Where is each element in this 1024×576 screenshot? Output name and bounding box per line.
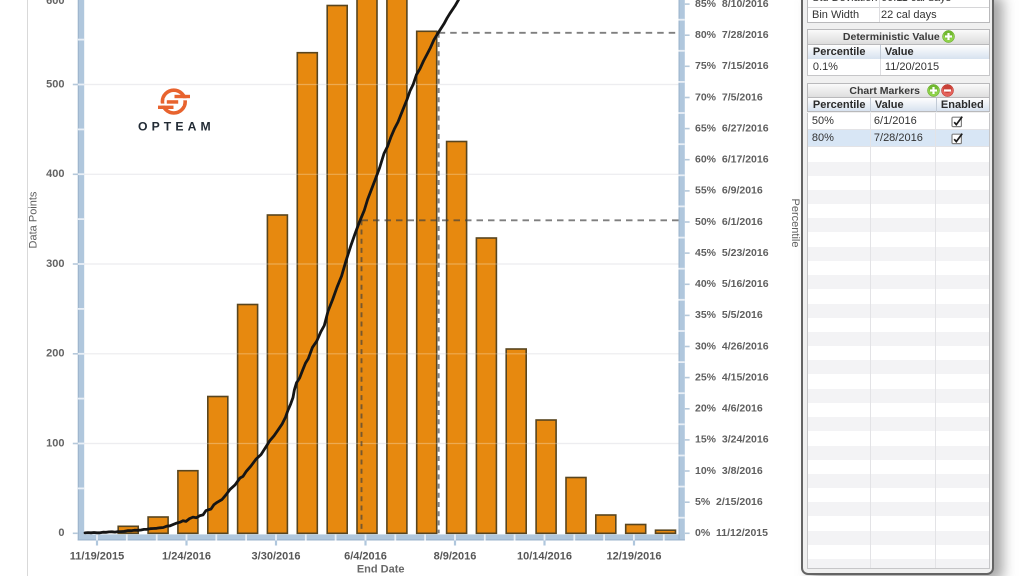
- svg-text:6/4/2016: 6/4/2016: [344, 551, 387, 563]
- svg-text:75% 7/15/2016: 75% 7/15/2016: [695, 60, 769, 72]
- svg-text:400: 400: [46, 168, 64, 180]
- svg-text:0: 0: [58, 527, 64, 539]
- svg-text:20% 4/6/2016: 20% 4/6/2016: [695, 403, 763, 415]
- svg-text:65% 6/27/2016: 65% 6/27/2016: [695, 122, 769, 134]
- svg-text:11/19/2015: 11/19/2015: [70, 551, 124, 563]
- svg-text:80% 7/28/2016: 80% 7/28/2016: [695, 29, 769, 41]
- svg-text:Data Points: Data Points: [28, 191, 40, 248]
- svg-text:OPTEAM: OPTEAM: [138, 120, 215, 134]
- svg-text:8/9/2016: 8/9/2016: [434, 551, 477, 563]
- svg-text:100: 100: [46, 437, 64, 449]
- svg-text:0% 11/12/2015: 0% 11/12/2015: [695, 527, 768, 539]
- svg-text:45% 5/23/2016: 45% 5/23/2016: [695, 247, 769, 259]
- svg-text:60% 6/17/2016: 60% 6/17/2016: [695, 153, 769, 165]
- svg-text:500: 500: [46, 78, 64, 90]
- svg-text:30% 4/26/2016: 30% 4/26/2016: [695, 340, 769, 352]
- svg-text:70% 7/5/2016: 70% 7/5/2016: [695, 91, 763, 103]
- svg-text:85% 8/10/2016: 85% 8/10/2016: [695, 0, 769, 10]
- svg-text:5% 2/15/2016: 5% 2/15/2016: [695, 496, 763, 508]
- svg-text:Percentile: Percentile: [789, 199, 801, 248]
- svg-text:25% 4/15/2016: 25% 4/15/2016: [695, 371, 769, 383]
- svg-text:600: 600: [46, 0, 64, 7]
- svg-text:12/19/2016: 12/19/2016: [606, 551, 661, 563]
- svg-text:200: 200: [46, 348, 64, 360]
- svg-text:50% 6/1/2016: 50% 6/1/2016: [695, 216, 763, 228]
- svg-text:55% 6/9/2016: 55% 6/9/2016: [695, 185, 763, 197]
- svg-text:10/14/2016: 10/14/2016: [517, 551, 572, 563]
- svg-text:3/30/2016: 3/30/2016: [252, 551, 301, 563]
- svg-text:1/24/2016: 1/24/2016: [162, 551, 211, 563]
- svg-text:300: 300: [46, 258, 64, 270]
- svg-text:35% 5/5/2016: 35% 5/5/2016: [695, 309, 763, 321]
- svg-text:15% 3/24/2016: 15% 3/24/2016: [695, 434, 769, 446]
- svg-text:40% 5/16/2016: 40% 5/16/2016: [695, 278, 769, 290]
- svg-text:10% 3/8/2016: 10% 3/8/2016: [695, 465, 763, 477]
- svg-text:End Date: End Date: [357, 564, 405, 576]
